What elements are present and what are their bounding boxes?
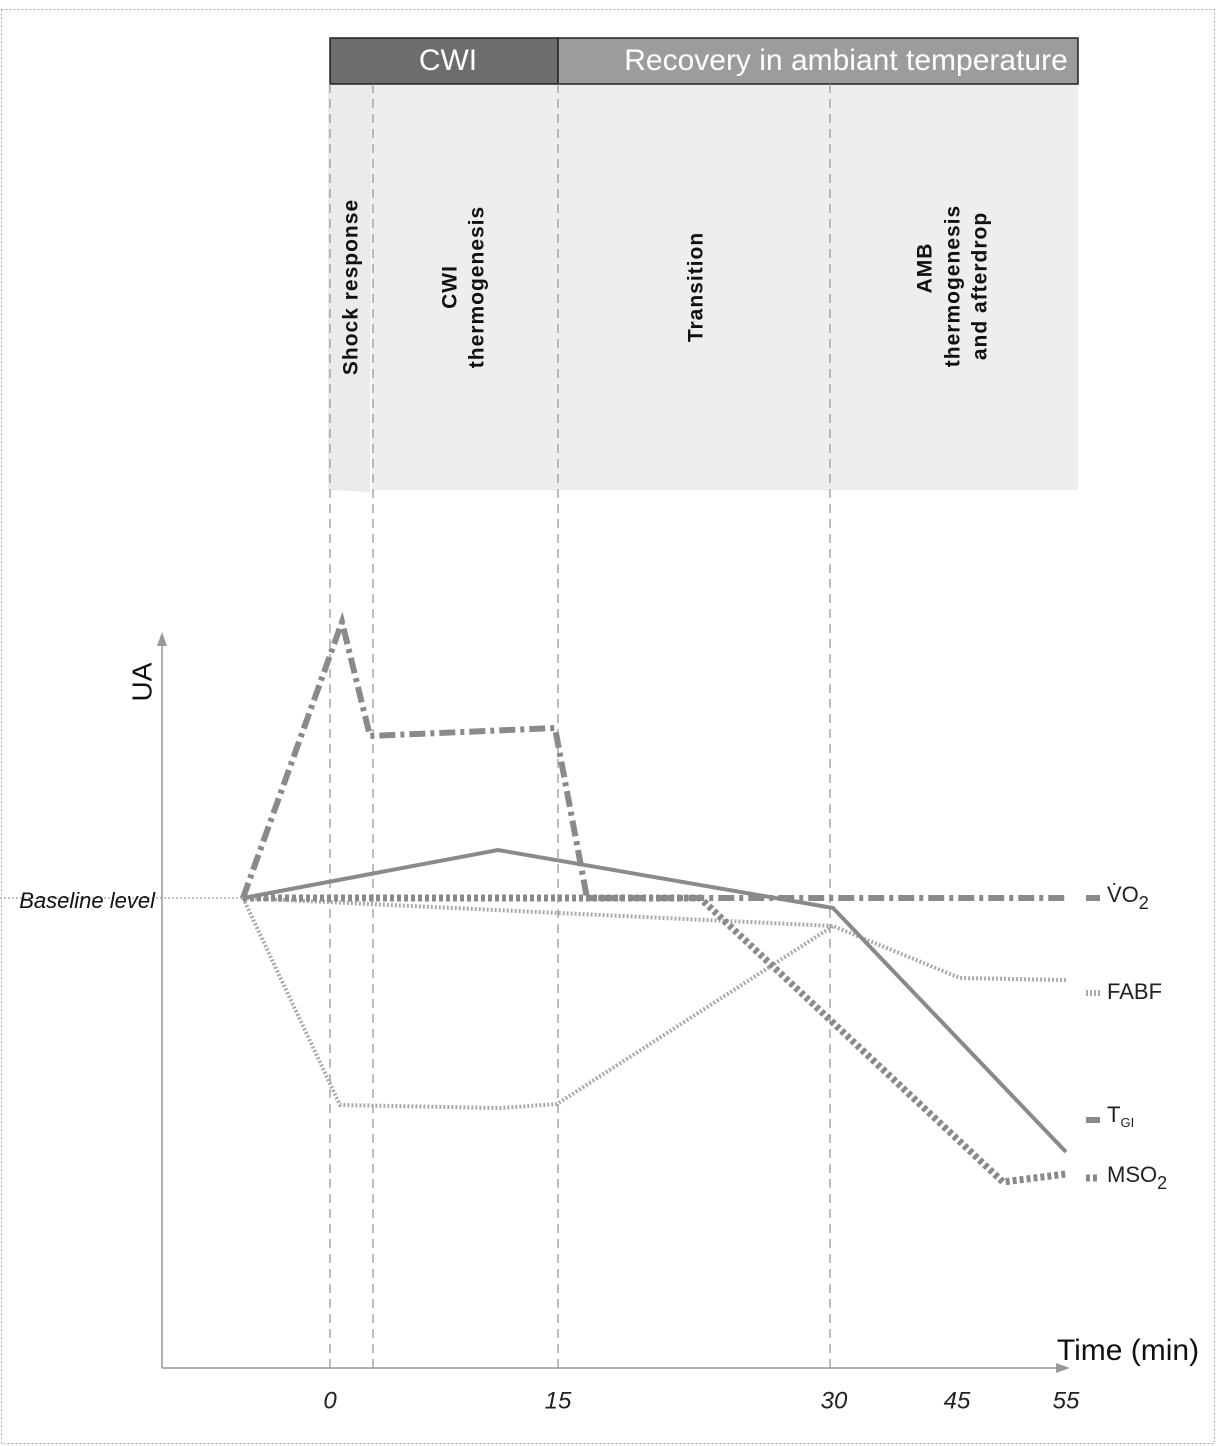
x-tick-label: 55 <box>1053 1387 1080 1414</box>
header-recovery <box>557 37 1079 85</box>
stage-label: Shock response <box>340 199 363 375</box>
baseline-label: Baseline level <box>19 888 156 913</box>
y-arrow <box>157 632 167 646</box>
stage-label: AMB <box>914 243 937 294</box>
stage-label: thermogenesis <box>942 205 965 367</box>
x-tick-label: 15 <box>545 1387 572 1414</box>
x-tick-label: 30 <box>821 1387 848 1414</box>
x-tick-label: 0 <box>323 1387 337 1414</box>
header-label: CWI <box>419 44 477 77</box>
header-cwi <box>329 37 559 85</box>
stage-panel <box>372 84 1078 490</box>
y-axis-label: UA <box>126 662 157 701</box>
page-border <box>1 9 1215 1444</box>
fabf-curve <box>242 896 1067 982</box>
stage-label: thermogenesis <box>466 206 489 368</box>
mso2-curve <box>243 894 1067 1186</box>
tgi-curve <box>242 847 1068 1154</box>
stage-labels: Shock response CWI thermogenesis Transit… <box>340 199 992 375</box>
legend-label: FABF <box>1107 979 1162 1004</box>
legend-label: V̇O2 <box>1107 882 1149 913</box>
stage-label: CWI <box>439 265 462 309</box>
legend-label: TGI <box>1107 1102 1134 1131</box>
legend-label: MSO2 <box>1107 1162 1167 1193</box>
stage-label: Transition <box>685 232 708 342</box>
x-arrow <box>1056 1363 1070 1373</box>
x-tick-label: 45 <box>944 1387 971 1414</box>
shock-panel <box>328 84 372 492</box>
fabf-curve <box>241 897 835 1111</box>
x-axis-label: Time (min) <box>1057 1334 1199 1367</box>
stage-label: and afterdrop <box>969 212 992 360</box>
vo2-curve <box>240 611 1068 901</box>
header-label: Recovery in ambiant temperature <box>624 44 1068 77</box>
